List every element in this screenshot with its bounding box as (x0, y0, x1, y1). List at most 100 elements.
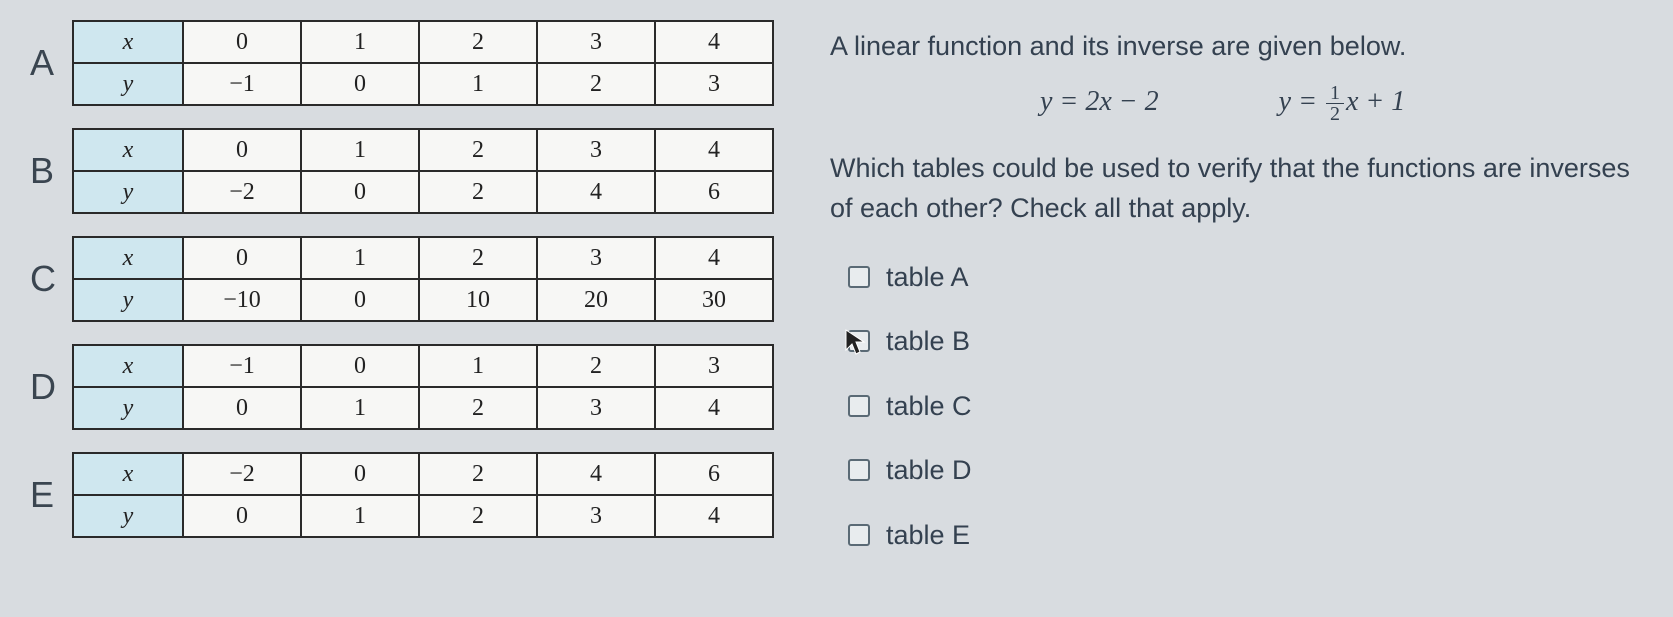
table-cell: 3 (537, 495, 655, 537)
table-cell: 0 (301, 63, 419, 105)
table-cell: 2 (419, 171, 537, 213)
option-label: table E (886, 515, 970, 556)
fraction-num: 1 (1326, 83, 1344, 104)
table-label: E (30, 474, 60, 516)
option-label: table A (886, 257, 969, 298)
prompt-line-1: A linear function and its inverse are gi… (830, 26, 1643, 67)
table-cell: 0 (183, 495, 301, 537)
row-header: y (73, 495, 183, 537)
answer-option[interactable]: table D (848, 450, 1643, 491)
table-cell: 2 (419, 129, 537, 171)
table-cell: 4 (655, 387, 773, 429)
answer-options: table A table B table C table D table E (848, 257, 1643, 556)
row-header: x (73, 237, 183, 279)
table-cell: 2 (419, 387, 537, 429)
table-cell: 4 (537, 453, 655, 495)
table-cell: 6 (655, 453, 773, 495)
data-table: x−20246y01234 (72, 452, 774, 538)
option-label: table C (886, 386, 972, 427)
data-table: x−10123y01234 (72, 344, 774, 430)
table-block-a: Ax01234y−10123 (30, 20, 790, 106)
checkbox[interactable] (848, 459, 870, 481)
table-cell: 1 (419, 63, 537, 105)
table-cell: −2 (183, 453, 301, 495)
table-cell: 0 (183, 237, 301, 279)
equation-2: y = 12x + 1 (1279, 81, 1406, 124)
answer-option[interactable]: table C (848, 386, 1643, 427)
data-table: x01234y−20246 (72, 128, 774, 214)
table-cell: 3 (537, 21, 655, 63)
row-header: y (73, 279, 183, 321)
table-cell: −10 (183, 279, 301, 321)
table-cell: 2 (419, 21, 537, 63)
table-cell: −1 (183, 345, 301, 387)
answer-option[interactable]: table B (848, 321, 1643, 362)
eq2-prefix: y = (1279, 86, 1324, 117)
answer-option[interactable]: table A (848, 257, 1643, 298)
fraction-den: 2 (1326, 104, 1344, 124)
table-cell: −2 (183, 171, 301, 213)
table-cell: 0 (183, 129, 301, 171)
option-label: table D (886, 450, 972, 491)
row-header: x (73, 129, 183, 171)
table-cell: 1 (301, 495, 419, 537)
table-block-d: Dx−10123y01234 (30, 344, 790, 430)
data-table: x01234y−10123 (72, 20, 774, 106)
row-header: x (73, 21, 183, 63)
table-cell: 0 (301, 453, 419, 495)
answer-option[interactable]: table E (848, 515, 1643, 556)
table-label: D (30, 366, 60, 408)
table-cell: 3 (655, 345, 773, 387)
tables-column: Ax01234y−10123Bx01234y−20246Cx01234y−100… (30, 20, 790, 597)
table-block-c: Cx01234y−100102030 (30, 236, 790, 322)
table-cell: 1 (301, 129, 419, 171)
table-block-e: Ex−20246y01234 (30, 452, 790, 538)
table-label: B (30, 150, 60, 192)
table-cell: 1 (419, 345, 537, 387)
table-cell: 3 (537, 387, 655, 429)
table-cell: 2 (419, 237, 537, 279)
table-cell: 2 (419, 453, 537, 495)
table-cell: 1 (301, 237, 419, 279)
row-header: y (73, 171, 183, 213)
checkbox[interactable] (848, 330, 870, 352)
table-cell: 10 (419, 279, 537, 321)
table-cell: 0 (183, 387, 301, 429)
table-cell: 0 (183, 21, 301, 63)
checkbox[interactable] (848, 524, 870, 546)
table-label: C (30, 258, 60, 300)
table-cell: 0 (301, 171, 419, 213)
fraction-one-half: 12 (1326, 83, 1344, 124)
table-cell: 3 (655, 63, 773, 105)
row-header: x (73, 453, 183, 495)
table-cell: 3 (537, 237, 655, 279)
table-block-b: Bx01234y−20246 (30, 128, 790, 214)
checkbox[interactable] (848, 266, 870, 288)
table-cell: 4 (655, 495, 773, 537)
table-cell: 20 (537, 279, 655, 321)
table-cell: 1 (301, 387, 419, 429)
table-cell: 0 (301, 345, 419, 387)
table-cell: 2 (537, 345, 655, 387)
table-cell: 2 (419, 495, 537, 537)
checkbox[interactable] (848, 395, 870, 417)
table-cell: 4 (655, 129, 773, 171)
table-label: A (30, 42, 60, 84)
row-header: y (73, 63, 183, 105)
table-cell: 4 (655, 21, 773, 63)
table-cell: 0 (301, 279, 419, 321)
option-label: table B (886, 321, 970, 362)
eq2-suffix: x + 1 (1346, 86, 1405, 117)
equation-1: y = 2x − 2 (1040, 81, 1159, 123)
table-cell: 2 (537, 63, 655, 105)
table-cell: −1 (183, 63, 301, 105)
table-cell: 3 (537, 129, 655, 171)
row-header: y (73, 387, 183, 429)
table-cell: 6 (655, 171, 773, 213)
question-column: A linear function and its inverse are gi… (830, 20, 1643, 597)
cursor-icon (844, 328, 868, 356)
table-cell: 1 (301, 21, 419, 63)
data-table: x01234y−100102030 (72, 236, 774, 322)
table-cell: 4 (655, 237, 773, 279)
prompt-line-2: Which tables could be used to verify tha… (830, 148, 1643, 229)
